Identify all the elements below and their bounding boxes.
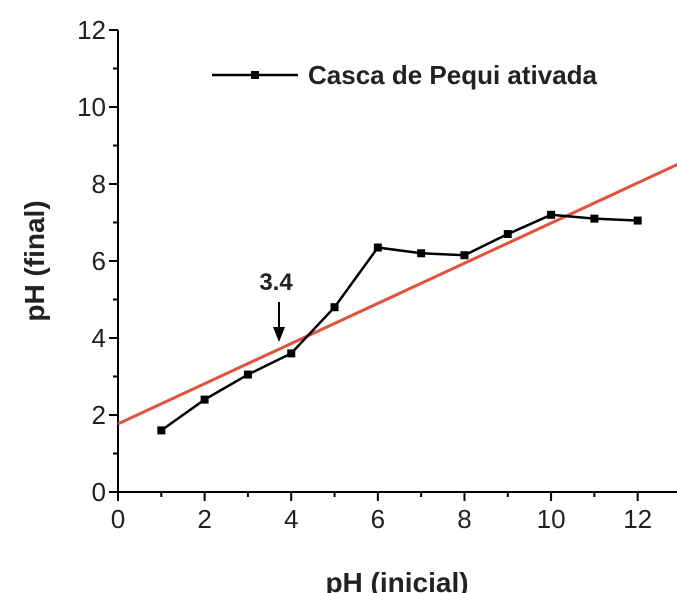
- x-tick-label: 4: [284, 504, 298, 534]
- annotation: 3.4: [259, 269, 293, 296]
- marker: [157, 426, 166, 435]
- marker: [633, 216, 642, 225]
- y-tick-label: 2: [92, 400, 106, 430]
- x-tick-label: 8: [457, 504, 471, 534]
- marker: [590, 214, 599, 223]
- fit-line: [117, 163, 677, 426]
- y-axis-label: pH (final): [19, 200, 50, 321]
- x-axis-label: pH (inicial): [325, 567, 468, 593]
- x-tick-label: 12: [623, 504, 652, 534]
- marker: [330, 303, 339, 312]
- y-tick-label: 0: [92, 477, 106, 507]
- y-tick-label: 8: [92, 169, 106, 199]
- y-tick-label: 12: [77, 15, 106, 45]
- y-tick-label: 4: [92, 323, 106, 353]
- y-tick-label: 10: [77, 92, 106, 122]
- marker: [243, 370, 252, 379]
- marker: [200, 395, 209, 404]
- legend-marker: [251, 71, 259, 79]
- marker: [287, 349, 296, 358]
- marker: [547, 210, 556, 219]
- marker: [373, 243, 382, 252]
- annotation-arrowhead: [273, 327, 285, 342]
- marker: [503, 230, 512, 239]
- y-tick-label: 6: [92, 246, 106, 276]
- legend-label: Casca de Pequi ativada: [308, 60, 598, 90]
- marker: [460, 251, 469, 260]
- marker: [417, 249, 426, 258]
- x-tick-label: 2: [197, 504, 211, 534]
- series-line: [160, 213, 638, 432]
- x-tick-label: 0: [111, 504, 125, 534]
- x-tick-label: 10: [537, 504, 566, 534]
- x-tick-label: 6: [371, 504, 385, 534]
